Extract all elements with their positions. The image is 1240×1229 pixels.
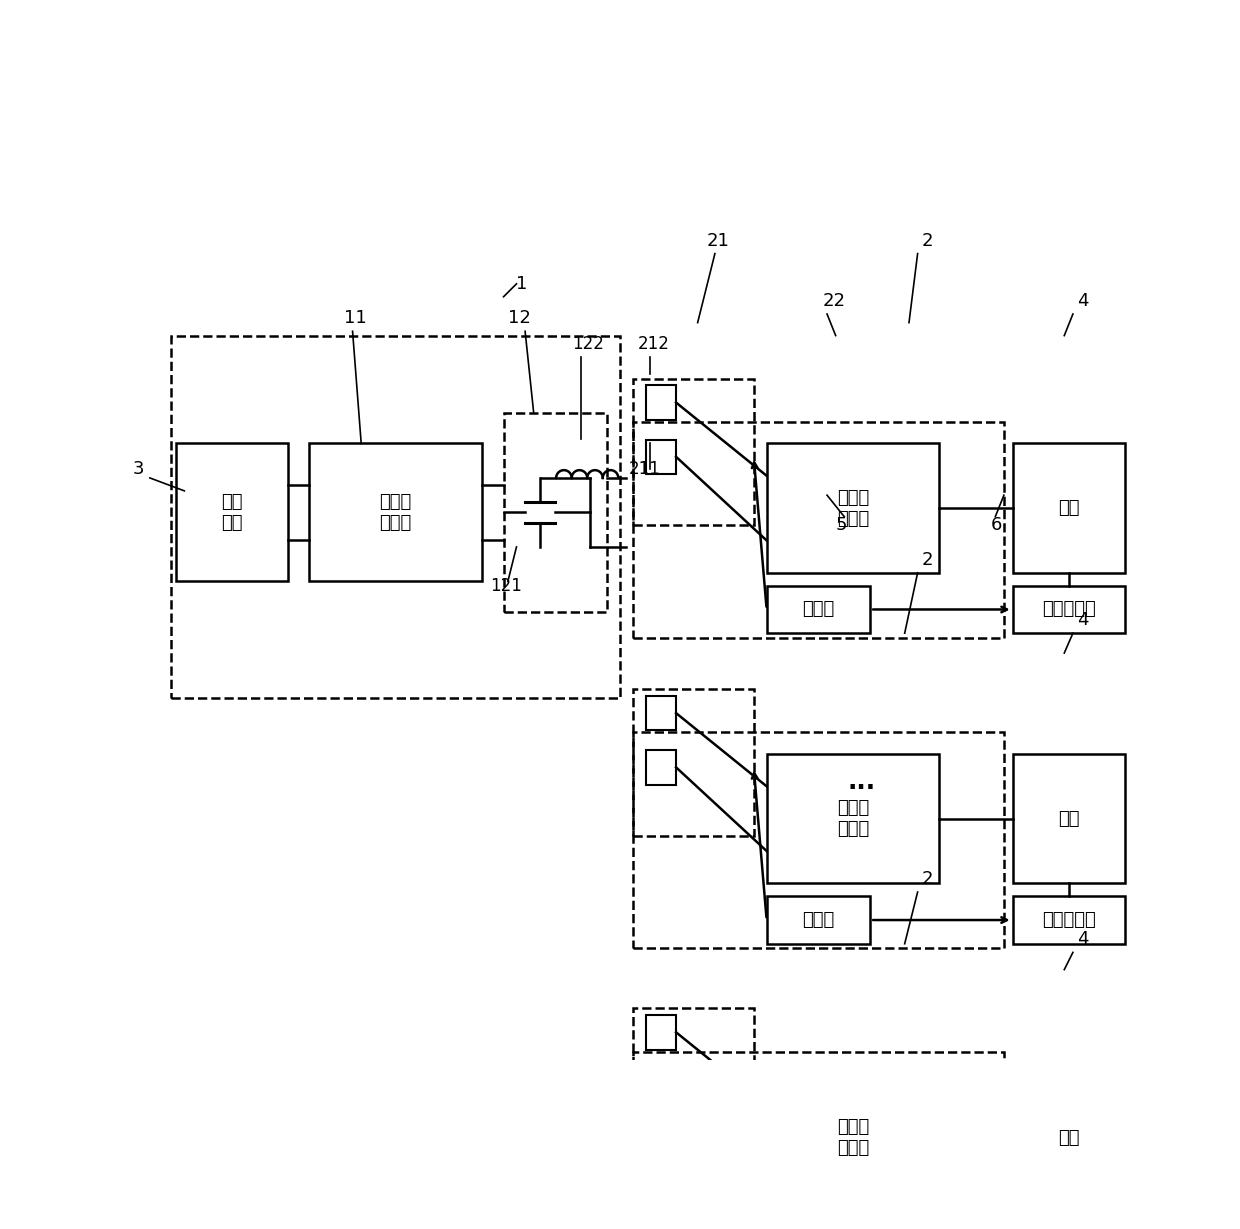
Text: 接收端
变换器: 接收端 变换器 — [837, 1118, 869, 1158]
Text: 12: 12 — [508, 310, 531, 327]
FancyBboxPatch shape — [1013, 1073, 1125, 1202]
Text: 2: 2 — [921, 232, 934, 249]
FancyBboxPatch shape — [1013, 586, 1125, 633]
FancyBboxPatch shape — [1013, 753, 1125, 884]
Text: 212: 212 — [637, 336, 670, 353]
FancyBboxPatch shape — [1013, 444, 1125, 573]
Text: 4: 4 — [1078, 293, 1089, 310]
Text: 122: 122 — [573, 336, 604, 353]
FancyBboxPatch shape — [310, 444, 482, 581]
FancyBboxPatch shape — [766, 444, 939, 573]
Text: 4: 4 — [1078, 930, 1089, 949]
Text: 控制器: 控制器 — [802, 911, 835, 929]
FancyBboxPatch shape — [766, 753, 939, 884]
Text: 负载: 负载 — [1058, 810, 1079, 827]
FancyBboxPatch shape — [1013, 896, 1125, 944]
Text: 22: 22 — [822, 293, 846, 310]
Text: 1: 1 — [517, 275, 528, 293]
Text: 11: 11 — [343, 310, 367, 327]
FancyBboxPatch shape — [646, 750, 676, 784]
Text: 2: 2 — [921, 551, 934, 569]
Text: 5: 5 — [836, 516, 847, 535]
FancyBboxPatch shape — [766, 586, 870, 633]
FancyBboxPatch shape — [646, 385, 676, 420]
FancyBboxPatch shape — [646, 440, 676, 474]
Text: 21: 21 — [707, 232, 729, 249]
FancyBboxPatch shape — [646, 1069, 676, 1104]
FancyBboxPatch shape — [1013, 1215, 1125, 1229]
FancyBboxPatch shape — [176, 444, 288, 581]
Text: ···: ··· — [847, 777, 875, 800]
Text: 负载检测器: 负载检测器 — [1042, 911, 1095, 929]
FancyBboxPatch shape — [646, 696, 676, 730]
Text: 输入
电源: 输入 电源 — [221, 493, 243, 532]
Text: 6: 6 — [991, 516, 1002, 535]
Text: 控制器: 控制器 — [802, 601, 835, 618]
Text: 121: 121 — [491, 576, 522, 595]
Text: 发射端
变换器: 发射端 变换器 — [379, 493, 412, 532]
Text: 接收端
变换器: 接收端 变换器 — [837, 489, 869, 527]
Text: 3: 3 — [133, 461, 144, 478]
Text: 2: 2 — [921, 870, 934, 889]
Text: 负载: 负载 — [1058, 1129, 1079, 1147]
Text: 负载: 负载 — [1058, 499, 1079, 517]
FancyBboxPatch shape — [646, 1015, 676, 1050]
FancyBboxPatch shape — [766, 896, 870, 944]
Text: 211: 211 — [629, 461, 661, 478]
Text: 4: 4 — [1078, 611, 1089, 629]
Text: 负载检测器: 负载检测器 — [1042, 601, 1095, 618]
Text: 接收端
变换器: 接收端 变换器 — [837, 799, 869, 838]
FancyBboxPatch shape — [766, 1073, 939, 1202]
FancyBboxPatch shape — [766, 1215, 870, 1229]
